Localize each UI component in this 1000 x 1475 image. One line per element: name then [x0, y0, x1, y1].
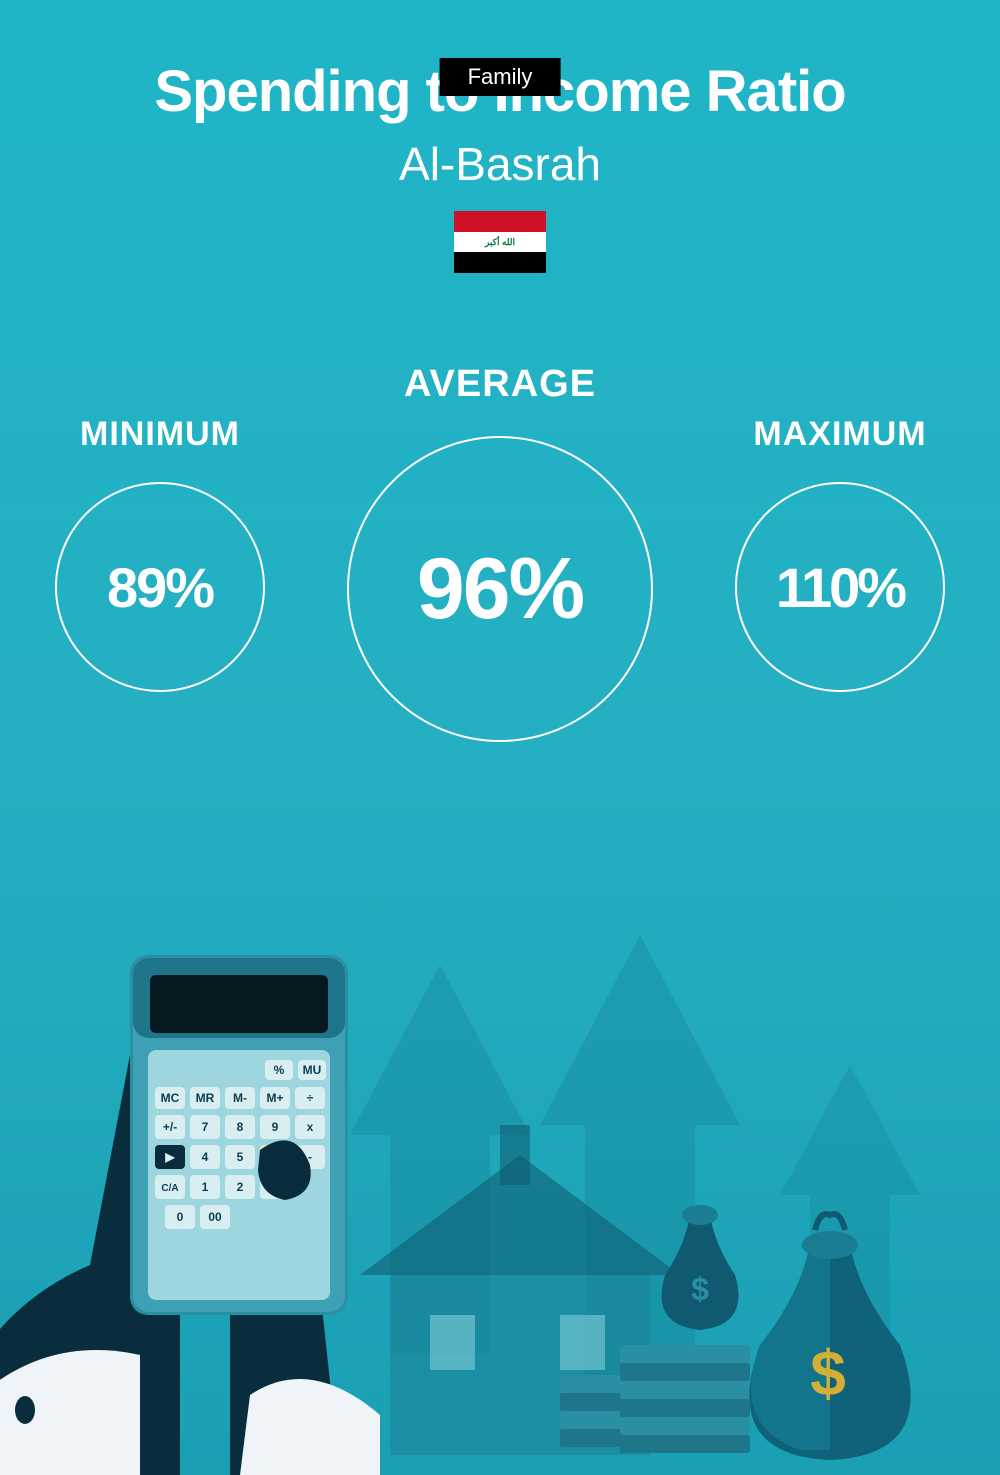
country-flag: الله أكبر — [454, 211, 546, 273]
svg-text:MR: MR — [196, 1091, 215, 1105]
svg-text:+/-: +/- — [163, 1120, 177, 1134]
stat-maximum: MAXIMUM 110% — [735, 415, 945, 692]
stat-average: AVERAGE 96% — [345, 363, 655, 742]
svg-text:M+: M+ — [266, 1091, 283, 1105]
stat-average-label: AVERAGE — [345, 363, 655, 406]
svg-text:8: 8 — [237, 1120, 244, 1134]
stat-average-circle: 96% — [347, 436, 653, 742]
stat-minimum: MINIMUM 89% — [55, 415, 265, 692]
finance-illustration: $ $ % MU MC MR M- — [0, 855, 1000, 1475]
svg-text:2: 2 — [237, 1180, 244, 1194]
svg-text:%: % — [274, 1063, 285, 1077]
stat-minimum-value: 89% — [107, 555, 213, 620]
svg-text:C/A: C/A — [161, 1183, 178, 1194]
svg-text:MU: MU — [303, 1063, 322, 1077]
svg-text:▶: ▶ — [164, 1150, 175, 1164]
stat-minimum-label: MINIMUM — [55, 415, 265, 454]
svg-text:M-: M- — [233, 1091, 247, 1105]
category-badge: Family — [440, 58, 561, 96]
stat-maximum-label: MAXIMUM — [735, 415, 945, 454]
flag-stripe-bottom — [454, 252, 546, 273]
svg-text:7: 7 — [202, 1120, 209, 1134]
location-subtitle: Al-Basrah — [0, 137, 1000, 191]
svg-text:5: 5 — [237, 1150, 244, 1164]
svg-text:MC: MC — [161, 1091, 180, 1105]
svg-text:9: 9 — [272, 1120, 279, 1134]
svg-text:÷: ÷ — [307, 1091, 314, 1105]
svg-text:1: 1 — [202, 1180, 209, 1194]
hands-calculator-icon: % MU MC MR M- M+ ÷ +/- 7 8 9 x ▶ 4 5 6 -… — [0, 955, 380, 1475]
stat-average-value: 96% — [417, 540, 583, 639]
stat-maximum-value: 110% — [776, 555, 904, 620]
stat-minimum-circle: 89% — [55, 482, 265, 692]
svg-text:00: 00 — [208, 1210, 222, 1224]
flag-stripe-top — [454, 211, 546, 232]
svg-text:4: 4 — [202, 1150, 209, 1164]
stats-container: MINIMUM 89% AVERAGE 96% MAXIMUM 110% — [0, 363, 1000, 763]
svg-text:x: x — [307, 1120, 314, 1134]
stat-maximum-circle: 110% — [735, 482, 945, 692]
svg-text:0: 0 — [177, 1210, 184, 1224]
flag-script: الله أكبر — [485, 237, 515, 248]
flag-stripe-middle: الله أكبر — [454, 232, 546, 253]
svg-text:$: $ — [810, 1337, 846, 1409]
svg-text:$: $ — [691, 1271, 709, 1307]
